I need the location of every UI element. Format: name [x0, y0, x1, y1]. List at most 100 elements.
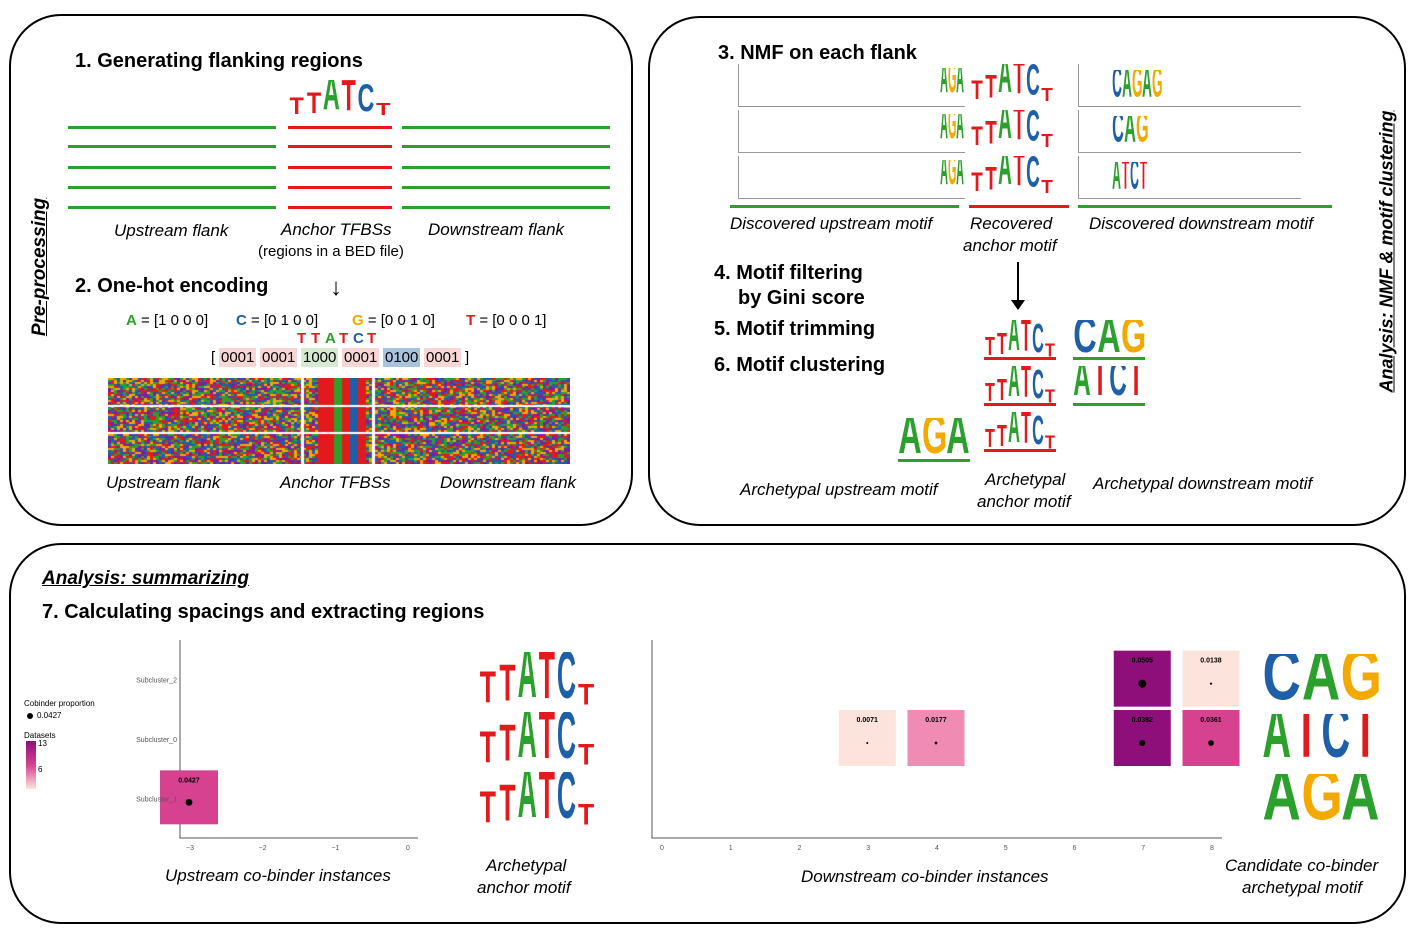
logo-letter: C [1073, 320, 1097, 360]
logo-letter: T [997, 373, 1007, 406]
enc-letter-a: A [126, 312, 137, 329]
nmf-underline [1078, 205, 1332, 208]
logo-underline [898, 459, 970, 462]
logo-letter: T [985, 378, 995, 406]
sequence-code: 0100 [383, 348, 421, 367]
upstream-line [68, 126, 276, 129]
logo-underline [1073, 403, 1145, 406]
x-tick-label: 1 [729, 845, 733, 852]
summary-anchor-caption-2: anchor motif [477, 878, 571, 897]
code-bracket-open: [ [211, 349, 216, 366]
x-tick-label: −3 [186, 845, 194, 852]
preprocessing-side-label: Pre-processing [29, 197, 50, 337]
legend-cobinder-value: 0.0427 [37, 711, 62, 720]
sequence-letter: T [339, 330, 349, 347]
enc-value-t: = [0 0 0 1] [475, 312, 547, 329]
preprocessing-panel [9, 14, 633, 526]
logo-letter: T [1041, 177, 1053, 198]
logo-letter: A [898, 418, 922, 462]
logo-letter: A [1097, 320, 1121, 360]
downstream-cobinder-plot: 0 1 2 3 4 5 6 7 8 0.0505 0.0138 0.0071 0.0177 0.0382 0… [651, 640, 1240, 852]
logo-letter: T [538, 652, 555, 710]
logo-letter: C [1026, 156, 1040, 198]
nmf-downstream-frame [1078, 110, 1301, 153]
encoding-a: A = [1 0 0 0] [126, 312, 208, 329]
nmf-underline [730, 205, 959, 208]
cobinder-tile [1182, 650, 1240, 707]
anchor-line [288, 186, 392, 189]
encoding-c: C = [0 1 0 0] [236, 312, 318, 329]
archetypal-upstream-caption: Archetypal upstream motif [740, 480, 938, 499]
heatmap-anchor-caption: Anchor TFBSs [280, 473, 391, 492]
logo-letter: G [922, 418, 948, 462]
logo-letter: T [578, 737, 595, 770]
cobinder-dot [1139, 739, 1146, 747]
logo-underline [984, 449, 1056, 452]
upstream-line [68, 186, 276, 189]
logo-letter: T [985, 116, 997, 152]
logo-letter: C [1112, 70, 1122, 104]
logo-letter: A [956, 114, 964, 150]
cobinder-label: 0.0361 [1200, 717, 1222, 724]
archetypal-anchor-caption-2: anchor motif [977, 492, 1071, 511]
nmf-side-label: Analysis: NMF & motif clustering [1376, 110, 1397, 393]
logo-letter: T [1045, 386, 1055, 406]
logo-letter: T [1045, 340, 1055, 360]
logo-underline [1073, 357, 1145, 360]
cobinder-dot [934, 741, 938, 745]
logo-letter: A [1262, 714, 1292, 772]
enc-letter-c: C [236, 312, 247, 329]
plot-axes [179, 640, 418, 839]
sequence-letter: T [297, 330, 307, 347]
cobinder-dot [1138, 679, 1147, 688]
logo-letter: C [556, 772, 577, 830]
logo-letter: T [289, 91, 304, 118]
logo-letter: C [1026, 64, 1040, 106]
logo-letter: A [940, 160, 948, 196]
logo-letter: G [1132, 70, 1143, 104]
x-tick-label: 7 [1141, 845, 1145, 852]
logo-letter: T [1121, 162, 1130, 196]
legend-datasets-title: Datasets [24, 731, 56, 740]
x-tick-label: 3 [866, 845, 870, 852]
sequence-code: 0001 [424, 348, 462, 367]
logo-letter: T [499, 773, 516, 830]
discovered-upstream-caption: Discovered upstream motif [730, 214, 933, 233]
legend-cobinder-title: Cobinder proportion [24, 699, 95, 708]
legend-max: 13 [38, 739, 47, 748]
x-tick-label: 0 [660, 845, 664, 852]
logo-letter: A [998, 110, 1012, 152]
logo-letter: A [1008, 320, 1020, 360]
cobinder-label: 0.0382 [1132, 717, 1154, 724]
logo-letter: T [578, 797, 595, 830]
sequence-code: 0001 [260, 348, 298, 367]
logo-letter: A [1341, 774, 1380, 832]
downstream-line [402, 186, 610, 189]
logo-letter: A [1073, 366, 1091, 406]
logo-letter: A [1008, 366, 1020, 406]
discovered-downstream-caption: Discovered downstream motif [1089, 214, 1313, 233]
cobinder-label: 0.0138 [1200, 658, 1222, 665]
logo-letter: T [1294, 714, 1319, 772]
onehot-heatmap [108, 378, 570, 464]
logo-letter: G [948, 160, 957, 196]
logo-letter: T [1045, 432, 1055, 452]
anchor-tfbs-caption: Anchor TFBSs [281, 220, 392, 239]
logo-letter: G [948, 114, 957, 150]
code-bracket-close: ] [465, 349, 470, 366]
cobinder-label: 0.0427 [178, 777, 200, 784]
logo-letter: T [971, 122, 983, 152]
logo-letter: T [538, 772, 555, 830]
logo-letter: A [956, 68, 964, 104]
logo-letter: T [971, 76, 983, 106]
cobinder-label: 0.0177 [925, 717, 947, 724]
cobinder-tile [160, 770, 218, 825]
